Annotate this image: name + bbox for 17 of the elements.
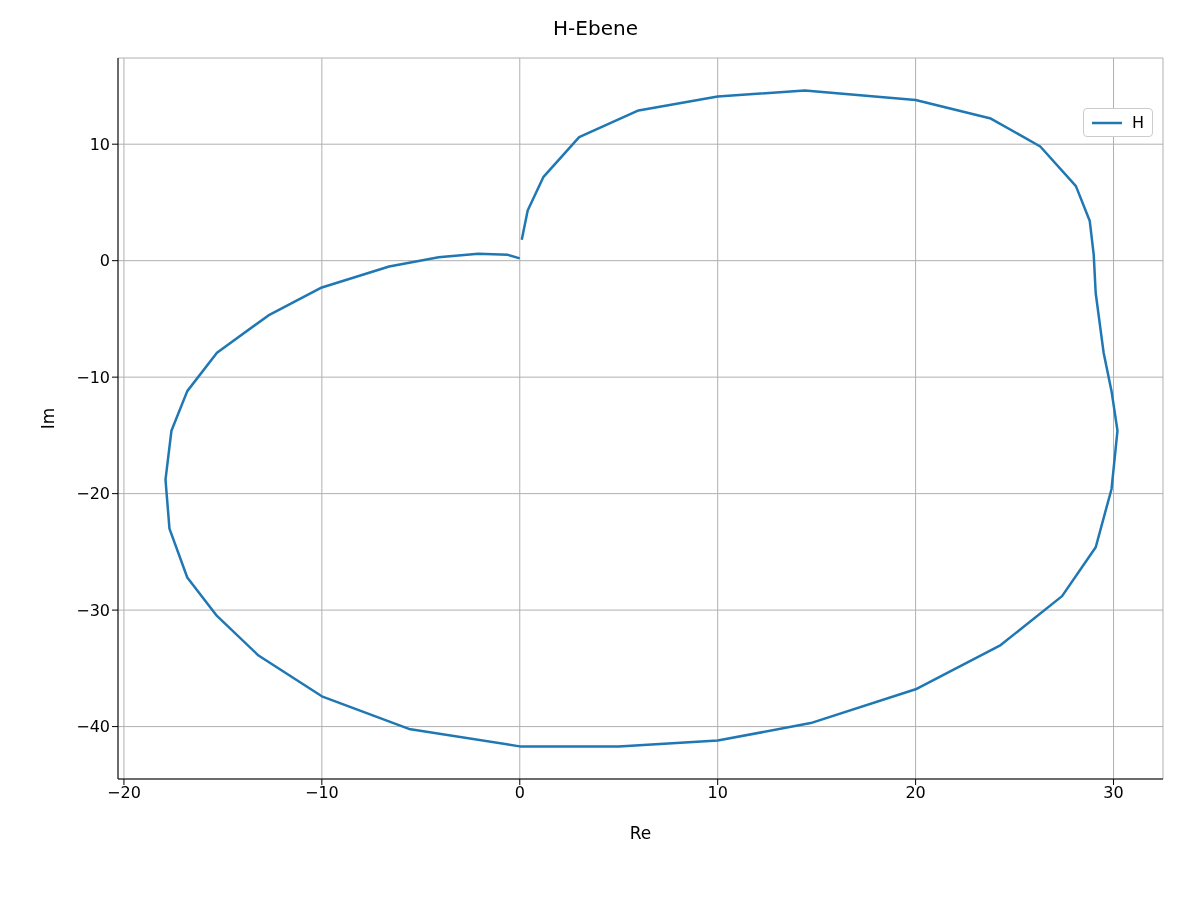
x-tick-label: −10 (304, 783, 339, 803)
x-tick-label: −20 (107, 783, 141, 803)
y-tick-label: 10 (89, 134, 110, 154)
y-tick-label: 0 (99, 251, 110, 271)
x-tick-label: 10 (707, 783, 728, 803)
y-tick-label: −10 (76, 367, 110, 387)
chart-title: H-Ebene (552, 15, 639, 42)
legend-label: H (1131, 113, 1144, 132)
line-series (164, 89, 1119, 748)
x-axis-title: Re (629, 823, 652, 843)
y-tick-label: −20 (76, 484, 110, 504)
y-axis-title: Im (38, 407, 59, 430)
x-tick-label: 0 (514, 783, 525, 803)
x-tick-label: 30 (1103, 783, 1124, 803)
y-tick-label: −40 (76, 717, 110, 737)
x-tick-label: 20 (905, 783, 926, 803)
y-tick-label: −30 (76, 600, 110, 620)
